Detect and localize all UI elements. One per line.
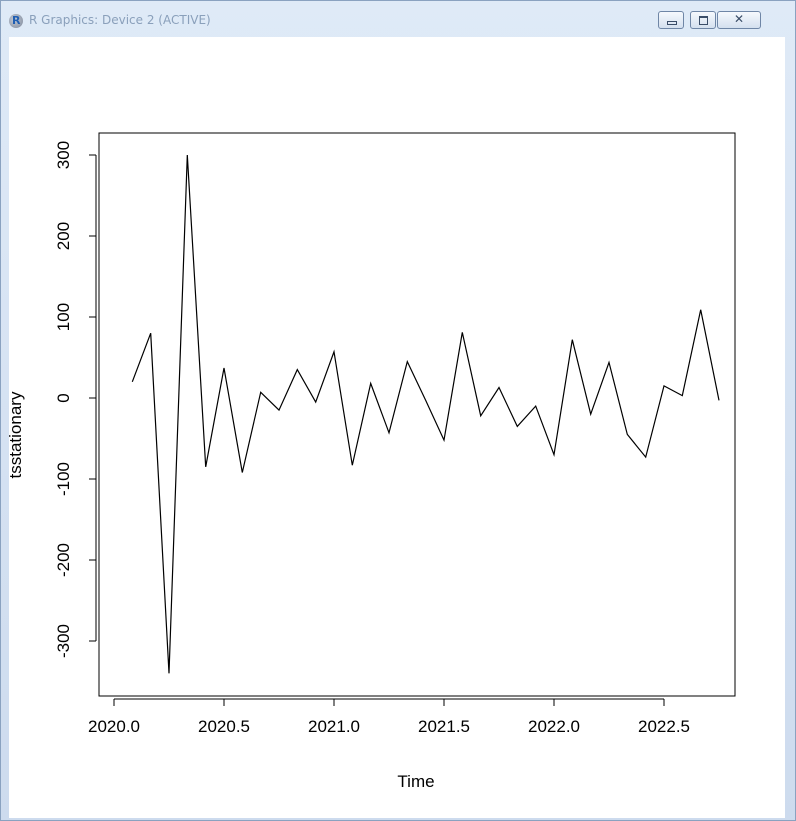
title-bar[interactable]: R R Graphics: Device 2 (ACTIVE) ✕ xyxy=(1,1,795,35)
x-tick-label: 2020.5 xyxy=(198,717,250,736)
line-chart: 2020.0 2020.5 2021.0 2021.5 2022.0 2022.5 -30… xyxy=(9,132,736,791)
y-tick-label: 300 xyxy=(54,141,73,169)
y-tick-label: -100 xyxy=(54,462,73,496)
x-tick-label: 2022.5 xyxy=(638,717,690,736)
minimize-button[interactable] xyxy=(658,11,684,29)
x-tick-label: 2021.0 xyxy=(308,717,360,736)
y-tick-label: -300 xyxy=(54,624,73,658)
close-icon: ✕ xyxy=(734,12,745,26)
y-tick-label: -200 xyxy=(54,543,73,577)
y-tick-label: 0 xyxy=(54,393,73,402)
series-line xyxy=(131,154,720,674)
x-tick-label: 2020.0 xyxy=(88,717,140,736)
y-axis-label: tsstationary xyxy=(9,391,25,478)
plot-canvas: 2020.0 2020.5 2021.0 2021.5 2022.0 2022.5 -30… xyxy=(9,37,785,818)
y-tick-label: 100 xyxy=(54,303,73,331)
close-button[interactable]: ✕ xyxy=(717,11,761,29)
y-tick-label: 200 xyxy=(54,222,73,250)
x-tick-label: 2021.5 xyxy=(418,717,470,736)
y-axis: -300 -200 -100 0 100 200 300 xyxy=(54,141,97,658)
x-axis-label: Time xyxy=(397,772,434,791)
x-axis: 2020.0 2020.5 2021.0 2021.5 2022.0 2022.5 xyxy=(88,698,690,736)
x-tick-label: 2022.0 xyxy=(528,717,580,736)
r-logo-icon: R xyxy=(9,14,23,28)
maximize-button[interactable] xyxy=(690,11,716,29)
window-title: R Graphics: Device 2 (ACTIVE) xyxy=(29,13,211,27)
plot-frame xyxy=(98,132,736,697)
series-tsstationary xyxy=(131,154,720,674)
